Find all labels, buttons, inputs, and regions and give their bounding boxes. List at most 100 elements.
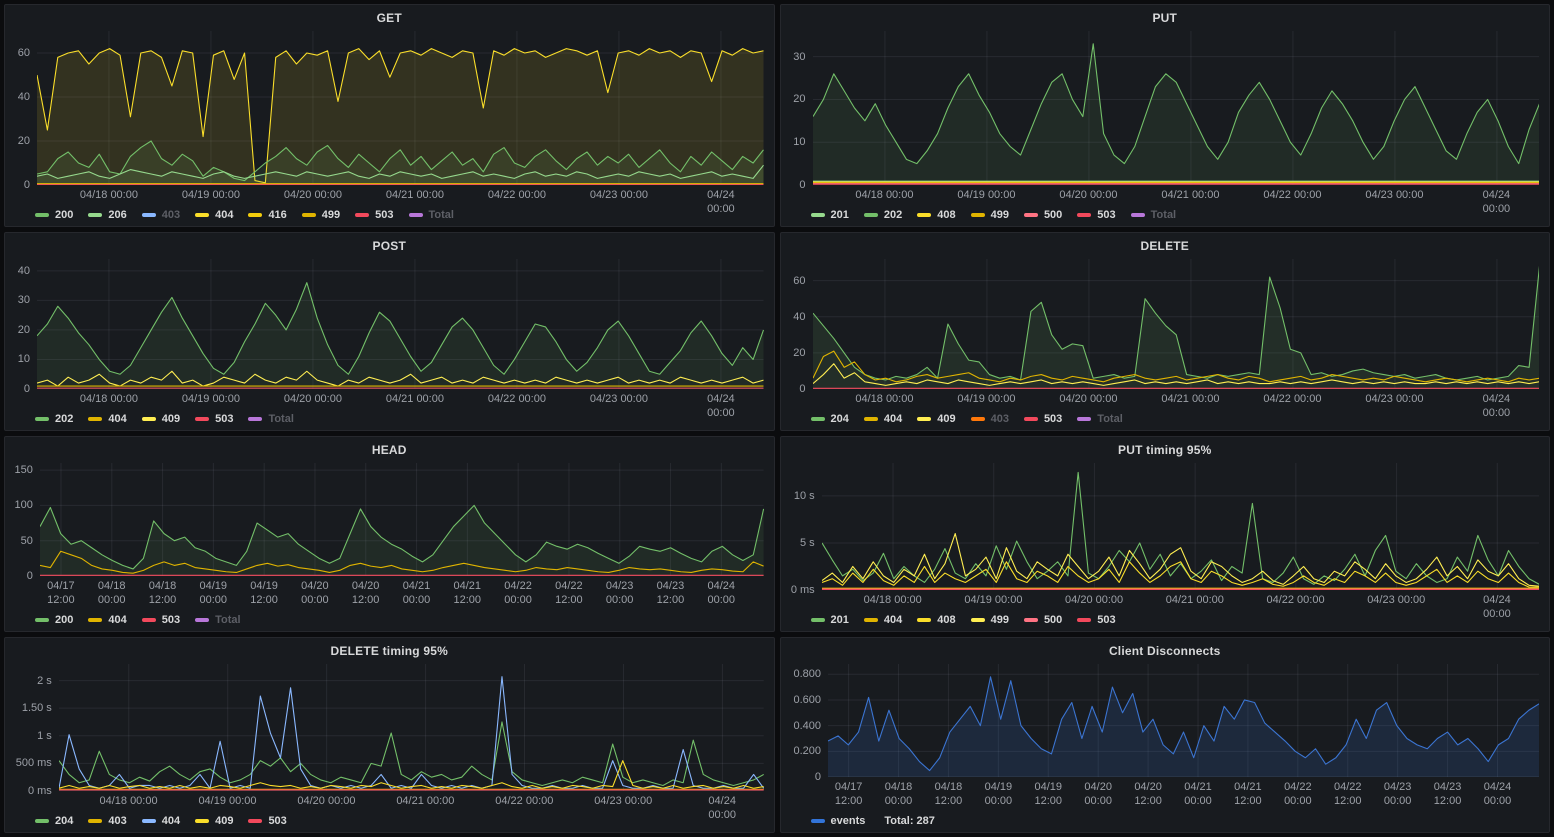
chart-post[interactable]: 0 10 20 30 40 04/18 00:00 04/19 00:00 04/20 00:… bbox=[5, 255, 774, 419]
plot-area[interactable] bbox=[37, 31, 764, 185]
legend-label: 499 bbox=[990, 209, 1009, 221]
legend-item-500[interactable]: 500 bbox=[1023, 614, 1062, 626]
x-axis-label: 04/22 00:00 bbox=[504, 580, 532, 607]
chart-canvas bbox=[37, 31, 764, 185]
legend-label: 200 bbox=[55, 614, 74, 626]
plot-area[interactable] bbox=[59, 664, 764, 791]
legend-item-409[interactable]: 409 bbox=[917, 413, 956, 425]
x-axis-label: 04/21 12:00 bbox=[1234, 781, 1262, 808]
panel-title-post[interactable]: POST bbox=[372, 239, 406, 253]
legend-item-503[interactable]: 503 bbox=[195, 413, 233, 425]
legend-item-201[interactable]: 201 bbox=[810, 614, 849, 626]
legend-item-503[interactable]: 503 bbox=[355, 209, 394, 221]
legend-item-Total[interactable]: Total bbox=[1130, 209, 1177, 221]
plot-area[interactable] bbox=[37, 259, 764, 389]
legend-item-404[interactable]: 404 bbox=[863, 413, 902, 425]
panel-title-client-disconnects[interactable]: Client Disconnects bbox=[1108, 644, 1221, 658]
legend-item-Total[interactable]: Total bbox=[195, 614, 241, 626]
y-axis-label: 40 bbox=[793, 310, 806, 323]
y-axis-label: 0 bbox=[799, 383, 806, 395]
legend-label: 408 bbox=[937, 614, 956, 626]
legend-item-408[interactable]: 408 bbox=[917, 614, 956, 626]
legend-label: 204 bbox=[55, 815, 74, 827]
chart-get[interactable]: 0 20 40 60 04/18 00:00 04/19 00:00 04/20 00:00… bbox=[5, 27, 774, 215]
legend-item-404[interactable]: 404 bbox=[141, 815, 180, 827]
legend-item-403[interactable]: 403 bbox=[88, 815, 127, 827]
chart-put-timing[interactable]: 0 ms 5 s 10 s 04/18 00:00 04/19 00:00 04/20 0… bbox=[781, 459, 1550, 620]
legend-item-202[interactable]: 202 bbox=[863, 209, 902, 221]
legend-item-200[interactable]: 200 bbox=[35, 209, 73, 221]
legend-item-404[interactable]: 404 bbox=[195, 209, 233, 221]
y-axis: 0 20 40 60 bbox=[785, 259, 813, 395]
plot-area[interactable] bbox=[812, 259, 1539, 389]
chart-head[interactable]: 0 50 100 150 04/17 12:00 04/18 00:00 04/18 12:… bbox=[5, 459, 774, 609]
panel-title-delete-timing[interactable]: DELETE timing 95% bbox=[330, 644, 448, 658]
legend-label: Total bbox=[1150, 209, 1177, 221]
series-line-events bbox=[828, 677, 1539, 771]
legend-item-Total[interactable]: Total bbox=[408, 209, 454, 221]
legend-swatch bbox=[1077, 417, 1092, 421]
y-axis-label: 20 bbox=[793, 346, 806, 359]
x-axis-label: 04/24 00:00 bbox=[1483, 594, 1511, 621]
y-axis-label: 10 bbox=[793, 136, 806, 149]
chart-delete-timing[interactable]: 0 ms 500 ms 1 s 1.50 s 2 s 04/18 00:00 04/19 0… bbox=[5, 660, 774, 821]
legend-item-409[interactable]: 409 bbox=[141, 413, 180, 425]
x-axis-label: 04/18 00:00 bbox=[855, 189, 914, 201]
legend-item-206[interactable]: 206 bbox=[88, 209, 127, 221]
legend-item-events[interactable]: events bbox=[810, 815, 865, 827]
legend-item-503[interactable]: 503 bbox=[1077, 209, 1116, 221]
x-axis-label: 04/22 00:00 bbox=[1263, 189, 1322, 201]
legend-item-404[interactable]: 404 bbox=[88, 413, 127, 425]
x-axis-label: 04/19 00:00 bbox=[964, 594, 1023, 606]
legend-item-408[interactable]: 408 bbox=[917, 209, 956, 221]
panel-title-put-timing[interactable]: PUT timing 95% bbox=[1118, 443, 1212, 457]
panel-title-get[interactable]: GET bbox=[376, 11, 402, 25]
legend-item-404[interactable]: 404 bbox=[88, 614, 127, 626]
legend-label: 503 bbox=[1043, 413, 1063, 425]
legend-item-503[interactable]: 503 bbox=[248, 815, 287, 827]
legend-item-409[interactable]: 409 bbox=[195, 815, 233, 827]
legend-item-200[interactable]: 200 bbox=[35, 614, 73, 626]
legend-item-201[interactable]: 201 bbox=[810, 209, 849, 221]
x-axis-label: 04/20 00:00 bbox=[1059, 393, 1118, 405]
x-axis-label: 04/19 12:00 bbox=[250, 580, 278, 607]
legend-item-499[interactable]: 499 bbox=[301, 209, 340, 221]
panel-get: GET 0 20 40 60 04/18 00:00 04/19 00:00 04/20 0… bbox=[4, 4, 775, 227]
plot-area[interactable] bbox=[812, 31, 1540, 185]
legend-item-499[interactable]: 499 bbox=[970, 209, 1009, 221]
y-axis: 0 50 100 150 bbox=[9, 463, 40, 582]
chart-delete[interactable]: 0 20 40 60 04/18 00:00 04/19 00:00 04/20 00:00… bbox=[781, 255, 1550, 419]
x-axis-label: 04/22 12:00 bbox=[555, 580, 583, 607]
legend-swatch bbox=[195, 213, 210, 217]
chart-canvas bbox=[37, 259, 764, 389]
legend-item-Total[interactable]: Total bbox=[1077, 413, 1123, 425]
legend-item-202[interactable]: 202 bbox=[35, 413, 73, 425]
legend-item-416[interactable]: 416 bbox=[248, 209, 287, 221]
legend-item-Total[interactable]: Total bbox=[248, 413, 294, 425]
legend-item-403[interactable]: 403 bbox=[970, 413, 1009, 425]
legend-item-500[interactable]: 500 bbox=[1023, 209, 1062, 221]
legend-item-404[interactable]: 404 bbox=[863, 614, 902, 626]
legend-swatch bbox=[810, 417, 825, 421]
y-axis: 0 10 20 30 40 bbox=[9, 259, 37, 395]
legend-item-503[interactable]: 503 bbox=[1023, 413, 1063, 425]
panel-post: POST 0 10 20 30 40 04/18 00:00 04/19 00:00 04/2… bbox=[4, 232, 775, 431]
plot-area[interactable] bbox=[39, 463, 764, 576]
chart-put[interactable]: 0 10 20 30 04/18 00:00 04/19 00:00 04/20 00:00… bbox=[781, 27, 1550, 215]
legend-item-204[interactable]: 204 bbox=[810, 413, 849, 425]
legend-post: 202 404 409 503 Total bbox=[5, 408, 774, 430]
legend-item-403[interactable]: 403 bbox=[141, 209, 180, 221]
legend-item-204[interactable]: 204 bbox=[35, 815, 73, 827]
chart-client-disconnects[interactable]: 0 0.200 0.400 0.600 0.800 04/17 12:00 04/18 00… bbox=[781, 660, 1550, 810]
legend-item-503[interactable]: 503 bbox=[141, 614, 180, 626]
panel-title-put[interactable]: PUT bbox=[1152, 11, 1178, 25]
panel-title-head[interactable]: HEAD bbox=[371, 443, 407, 457]
plot-area[interactable] bbox=[822, 463, 1539, 590]
series-line-202 bbox=[813, 44, 1540, 164]
x-axis-label: 04/17 12:00 bbox=[834, 781, 863, 808]
panel-title-delete[interactable]: DELETE bbox=[1140, 239, 1190, 253]
legend-item-499[interactable]: 499 bbox=[970, 614, 1009, 626]
x-axis-label: 04/18 00:00 bbox=[863, 594, 922, 606]
plot-area[interactable] bbox=[828, 664, 1539, 777]
legend-item-503[interactable]: 503 bbox=[1077, 614, 1116, 626]
